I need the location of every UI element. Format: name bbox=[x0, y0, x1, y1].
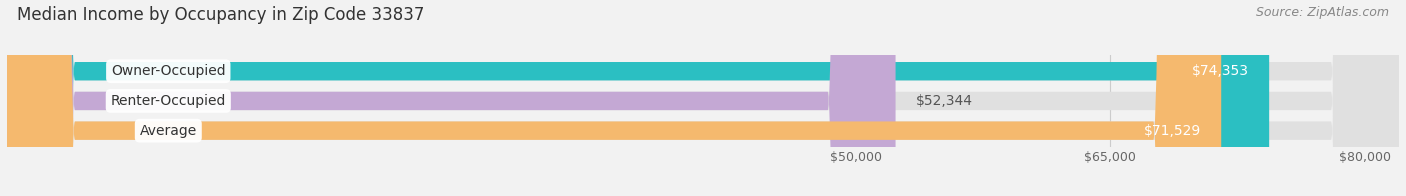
FancyBboxPatch shape bbox=[7, 0, 1270, 196]
FancyBboxPatch shape bbox=[7, 0, 1222, 196]
Text: Renter-Occupied: Renter-Occupied bbox=[111, 94, 226, 108]
FancyBboxPatch shape bbox=[7, 0, 1399, 196]
FancyBboxPatch shape bbox=[7, 0, 896, 196]
FancyBboxPatch shape bbox=[7, 0, 1399, 196]
Text: Average: Average bbox=[139, 124, 197, 138]
Text: Median Income by Occupancy in Zip Code 33837: Median Income by Occupancy in Zip Code 3… bbox=[17, 6, 425, 24]
Text: $71,529: $71,529 bbox=[1143, 124, 1201, 138]
Text: Source: ZipAtlas.com: Source: ZipAtlas.com bbox=[1256, 6, 1389, 19]
Text: Owner-Occupied: Owner-Occupied bbox=[111, 64, 225, 78]
FancyBboxPatch shape bbox=[7, 0, 1399, 196]
Text: $74,353: $74,353 bbox=[1192, 64, 1249, 78]
Text: $52,344: $52,344 bbox=[915, 94, 973, 108]
